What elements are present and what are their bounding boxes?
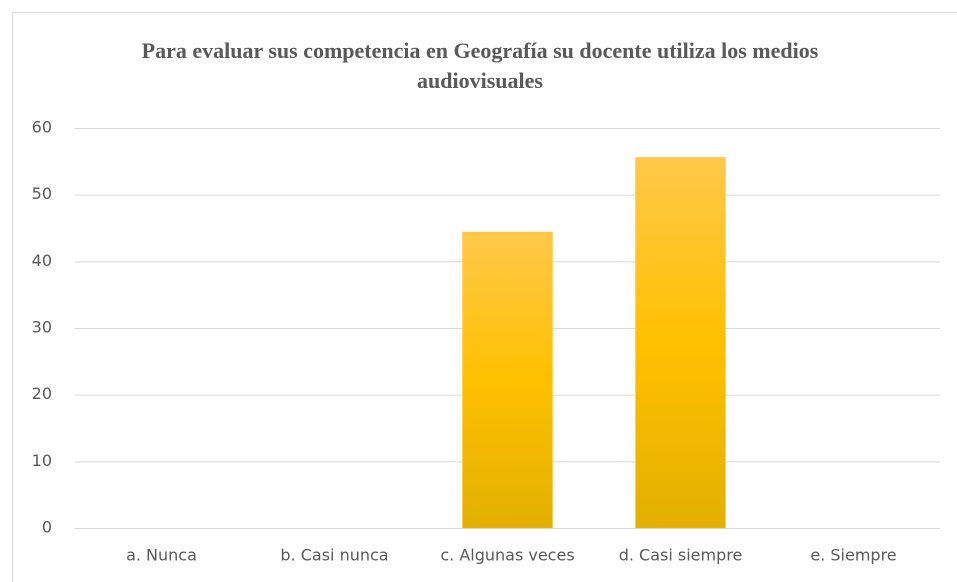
chart-title: Para evaluar sus competencia en Geografí…	[141, 38, 819, 93]
x-tick-label: d. Casi siempre	[619, 546, 743, 565]
x-tick-label: a. Nunca	[126, 546, 197, 565]
x-tick-label: e. Siempre	[810, 546, 896, 565]
y-tick-label: 0	[42, 518, 52, 537]
y-tick-label: 10	[32, 451, 52, 470]
bar	[462, 231, 553, 529]
y-tick-label: 50	[32, 184, 52, 203]
y-tick-label: 30	[32, 318, 52, 337]
y-tick-label: 20	[32, 384, 52, 403]
y-tick-label: 40	[32, 251, 52, 270]
x-tick-label: c. Algunas veces	[440, 546, 574, 565]
y-tick-label: 60	[32, 118, 52, 137]
bar	[635, 156, 726, 529]
x-tick-label: b. Casi nunca	[280, 546, 388, 565]
chart-frame	[12, 12, 957, 582]
